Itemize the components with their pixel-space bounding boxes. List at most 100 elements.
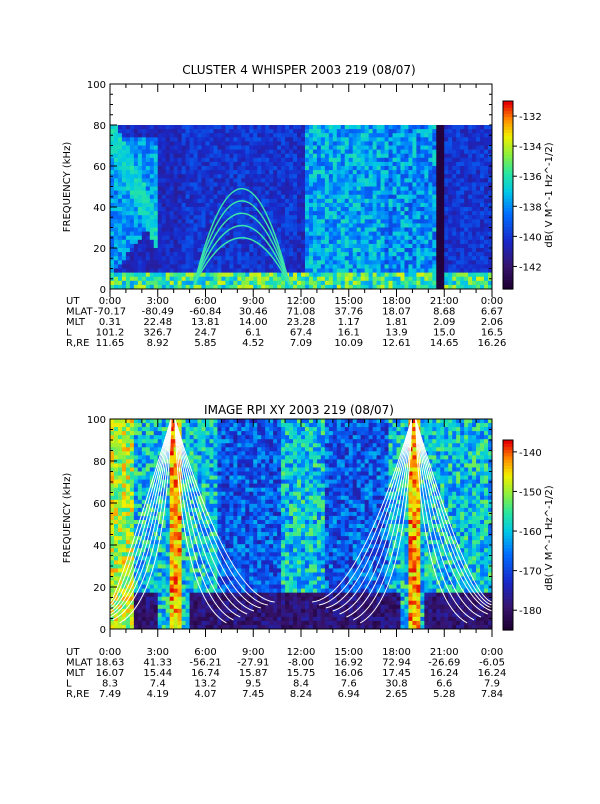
spectrogram-1-cell (369, 203, 373, 208)
spectrogram-1-cell (229, 129, 233, 134)
spectrogram-1-cell (198, 133, 202, 138)
spectrogram-1-cell (361, 137, 365, 142)
spectrogram-2-cell (130, 476, 134, 481)
spectrogram-1-cell (329, 256, 333, 261)
spectrogram-1-cell (432, 211, 436, 216)
spectrogram-1-cell (353, 187, 357, 192)
spectrogram-1-cell (321, 187, 325, 192)
spectrogram-1-cell (190, 191, 194, 196)
spectrogram-1-cell (305, 187, 309, 192)
spectrogram-1-cell (349, 137, 353, 142)
spectrogram-1-cell (170, 256, 174, 261)
spectrogram-1-cell (158, 170, 162, 175)
spectrogram-1-cell (305, 252, 309, 257)
spectrogram-1-cell (440, 228, 444, 233)
spectrogram-2-cell (146, 621, 150, 626)
spectrogram-1-cell (385, 170, 389, 175)
spectrogram-1-cell (325, 187, 329, 192)
spectrogram-1-cell (361, 207, 365, 212)
spectrogram-1-cell (448, 211, 452, 216)
spectrogram-1-cell (166, 162, 170, 167)
spectrogram-1-cell (190, 248, 194, 253)
spectrogram-1-cell (361, 170, 365, 175)
spectrogram-1-cell (349, 166, 353, 171)
spectrogram-1-cell (424, 150, 428, 155)
spectrogram-1-cell (444, 162, 448, 167)
p1-eph-value: 23.28 (287, 317, 316, 328)
spectrogram-2-cell (134, 621, 138, 626)
spectrogram-1-cell (365, 158, 369, 163)
spectrogram-1-cell (472, 260, 476, 265)
spectrogram-1-cell (305, 223, 309, 228)
spectrogram-1-cell (412, 281, 416, 286)
spectrogram-1-cell (472, 269, 476, 274)
spectrogram-1-cell (353, 211, 357, 216)
spectrogram-2-cell (174, 492, 178, 497)
spectrogram-1-cell (221, 182, 225, 187)
spectrogram-1-cell (166, 199, 170, 204)
spectrogram-1-cell (154, 207, 158, 212)
spectrogram-2-cell (162, 589, 166, 594)
spectrogram-1-cell (281, 174, 285, 179)
spectrogram-1-cell (325, 133, 329, 138)
spectrogram-1-cell (452, 199, 456, 204)
spectrogram-1-cell (186, 158, 190, 163)
spectrogram-1-cell (448, 269, 452, 274)
spectrogram-2-cell (114, 427, 118, 432)
spectrogram-1-cell (134, 207, 138, 212)
spectrogram-1-cell (174, 219, 178, 224)
spectrogram-1-cell (365, 129, 369, 134)
spectrogram-1-cell (325, 236, 329, 241)
spectrogram-1-cell (202, 281, 206, 286)
spectrogram-1-cell (468, 154, 472, 159)
spectrogram-1-cell (186, 244, 190, 249)
spectrogram-1-cell (408, 269, 412, 274)
spectrogram-1-cell (241, 244, 245, 249)
spectrogram-1-cell (225, 170, 229, 175)
spectrogram-2-cell (146, 459, 150, 464)
spectrogram-1-cell (345, 223, 349, 228)
spectrogram-1-cell (369, 191, 373, 196)
spectrogram-1-cell (293, 236, 297, 241)
spectrogram-1-cell (325, 203, 329, 208)
panel-image: IMAGE RPI XY 2003 219 (08/07) 0204060801… (62, 403, 555, 700)
spectrogram-1-cell (357, 207, 361, 212)
spectrogram-1-cell (170, 187, 174, 192)
spectrogram-2-cell (170, 621, 174, 626)
spectrogram-1-cell (428, 236, 432, 241)
spectrogram-2-cell (122, 504, 126, 509)
p1-eph-value: 0:00 (481, 296, 503, 307)
spectrogram-1-cell (321, 228, 325, 233)
spectrogram-1-cell (472, 244, 476, 249)
spectrogram-1-cell (377, 211, 381, 216)
spectrogram-1-cell (464, 228, 468, 233)
spectrogram-1-cell (337, 211, 341, 216)
spectrogram-2-cell (150, 613, 154, 618)
spectrogram-2-cell (118, 568, 122, 573)
spectrogram-1-cell (261, 162, 265, 167)
spectrogram-2-cell (114, 455, 118, 460)
spectrogram-1-cell (110, 191, 114, 196)
spectrogram-1-cell (412, 125, 416, 130)
spectrogram-1-cell (357, 174, 361, 179)
spectrogram-1-cell (122, 269, 126, 274)
spectrogram-1-cell (400, 248, 404, 253)
spectrogram-1-cell (158, 133, 162, 138)
spectrogram-1-cell (166, 133, 170, 138)
spectrogram-1-cell (404, 273, 408, 278)
spectrogram-2-cell (178, 524, 182, 529)
spectrogram-1-cell (440, 240, 444, 245)
spectrogram-1-cell (253, 170, 257, 175)
spectrogram-1-cell (301, 232, 305, 237)
spectrogram-1-cell (297, 182, 301, 187)
spectrogram-1-cell (420, 269, 424, 274)
spectrogram-1-cell (114, 277, 118, 282)
spectrogram-1-cell (373, 125, 377, 130)
spectrogram-1-cell (190, 125, 194, 130)
spectrogram-1-cell (281, 182, 285, 187)
spectrogram-2-cell (178, 536, 182, 541)
spectrogram-1-cell (424, 236, 428, 241)
spectrogram-1-cell (472, 150, 476, 155)
spectrogram-1-cell (301, 133, 305, 138)
spectrogram-1-cell (166, 187, 170, 192)
